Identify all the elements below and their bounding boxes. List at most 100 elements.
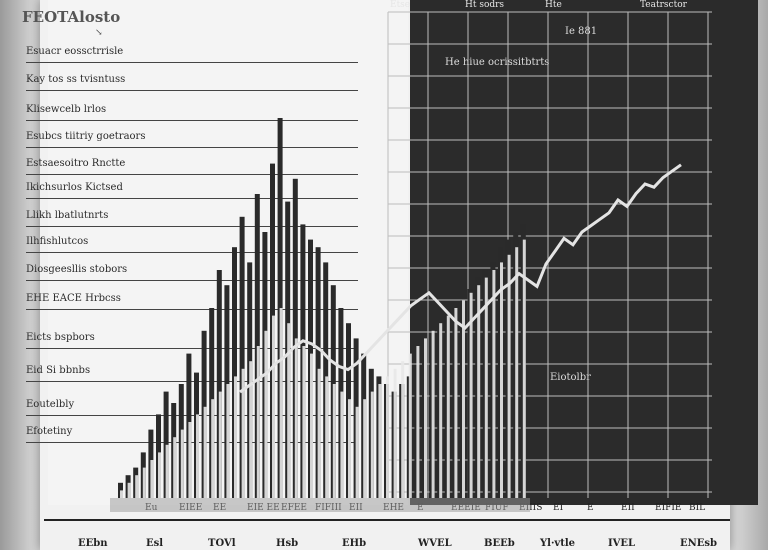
bar-light-31 xyxy=(355,406,359,498)
inner-label-1: He hiue ocrissitbtrts xyxy=(445,57,550,68)
foot-label-0: EEbn xyxy=(78,538,108,549)
row-label-8: Diosgeesllis stobors xyxy=(26,264,128,275)
bar-light-9 xyxy=(188,422,192,498)
bar-light-8 xyxy=(180,429,184,498)
bar-light-10 xyxy=(196,414,199,498)
row-rule-5 xyxy=(26,198,358,199)
bar-light-49 xyxy=(492,270,496,498)
foot-label-1: Esl xyxy=(146,538,164,549)
bar-light-13 xyxy=(218,391,222,498)
row-rule-1 xyxy=(26,90,358,91)
row-rule-11 xyxy=(26,381,358,382)
bar-light-15 xyxy=(234,376,237,498)
arrow-icon: ↘ xyxy=(95,28,103,38)
axis-label-13: E xyxy=(587,503,594,513)
bar-light-7 xyxy=(173,437,177,498)
bar-light-16 xyxy=(241,368,245,498)
top-label-0: Etse xyxy=(390,0,411,10)
foot-label-2: TOVl xyxy=(208,538,236,549)
axis-label-14: EII xyxy=(621,503,635,513)
bar-light-34 xyxy=(378,384,382,498)
row-rule-13 xyxy=(26,442,358,443)
row-label-10: Eicts bspbors xyxy=(26,332,95,343)
line-series xyxy=(239,163,682,394)
bar-light-30 xyxy=(348,399,351,498)
foot-label-4: EHb xyxy=(342,538,367,549)
inner-label-2: Eiotolbr xyxy=(550,372,591,383)
bar-light-51 xyxy=(507,254,511,498)
row-rule-9 xyxy=(26,309,358,310)
bar-light-17 xyxy=(249,361,253,498)
row-label-13: Efotetiny xyxy=(26,426,73,437)
bar-light-36 xyxy=(393,368,397,498)
bar-dark-16 xyxy=(239,216,245,499)
bar-light-28 xyxy=(332,384,336,498)
bar-light-20 xyxy=(272,315,275,498)
bar-light-1 xyxy=(127,482,131,498)
bar-light-26 xyxy=(317,368,321,498)
bar-light-33 xyxy=(370,391,374,498)
row-rule-10 xyxy=(26,348,358,349)
bar-light-45 xyxy=(462,300,465,498)
bar-light-37 xyxy=(401,361,405,498)
bar-light-47 xyxy=(477,285,481,498)
bar-light-27 xyxy=(325,376,329,498)
foot-label-3: Hsb xyxy=(276,538,299,549)
row-rule-2 xyxy=(26,120,358,121)
bar-light-21 xyxy=(279,308,283,498)
bar-light-43 xyxy=(446,315,450,498)
bar-base xyxy=(110,498,530,512)
row-rule-3 xyxy=(26,147,358,148)
row-label-9: EHE EACE Hrbcss xyxy=(26,293,121,304)
bar-light-24 xyxy=(302,346,306,498)
bar-light-0 xyxy=(120,490,123,498)
axis-label-15: EIFIE xyxy=(655,503,682,513)
axis-label-11: EIIIS xyxy=(519,503,543,513)
bar-light-18 xyxy=(256,346,260,498)
bar-light-39 xyxy=(416,346,420,498)
foot-label-6: BEEb xyxy=(484,538,515,549)
chart-title: FEOTAlosto xyxy=(22,8,121,26)
bar-dark-13 xyxy=(216,270,222,498)
foot-label-9: ENEsb xyxy=(680,538,718,549)
row-label-2: Klisewcelb lrlos xyxy=(26,104,107,115)
row-label-12: Eoutelbly xyxy=(26,399,75,410)
axis-label-16: BIL xyxy=(689,503,706,513)
bar-dark-15 xyxy=(232,247,237,498)
bar-light-3 xyxy=(142,467,146,498)
bar-light-38 xyxy=(408,353,412,498)
bar-light-4 xyxy=(150,460,154,498)
bar-light-11 xyxy=(203,406,207,498)
bar-light-46 xyxy=(469,292,473,498)
bar-light-40 xyxy=(424,338,427,498)
row-rule-8 xyxy=(26,280,358,281)
bar-light-50 xyxy=(500,262,503,498)
row-label-7: Ilhfishlutcos xyxy=(26,236,89,247)
bar-light-44 xyxy=(454,308,458,498)
bar-light-25 xyxy=(310,353,313,498)
row-rule-4 xyxy=(26,174,358,175)
bar-light-5 xyxy=(158,452,161,498)
row-rule-6 xyxy=(26,226,358,227)
bar-light-19 xyxy=(264,330,268,498)
bar-light-2 xyxy=(135,475,139,498)
bar-light-52 xyxy=(515,247,519,498)
row-label-6: Llikh lbatlutnrts xyxy=(26,210,109,221)
bar-light-23 xyxy=(294,338,298,498)
bar-light-48 xyxy=(484,277,488,498)
row-rule-0 xyxy=(26,62,358,63)
row-label-3: Esubcs tiitriy goetraors xyxy=(26,131,146,142)
row-label-1: Kay tos ss tvisntuss xyxy=(26,74,126,85)
bar-light-42 xyxy=(439,323,443,498)
row-label-11: Eid Si bbnbs xyxy=(26,365,91,376)
top-label-1: Ht sodrs xyxy=(465,0,505,10)
bar-light-35 xyxy=(386,376,389,498)
top-label-3: Teatrsctor xyxy=(640,0,687,10)
axis-label-12: EI xyxy=(553,503,564,513)
bar-light-22 xyxy=(287,323,291,498)
bar-light-12 xyxy=(211,399,215,498)
bar-light-41 xyxy=(431,330,435,498)
foot-label-7: Yl·vtle xyxy=(540,538,576,549)
top-label-2: Hte xyxy=(545,0,562,10)
